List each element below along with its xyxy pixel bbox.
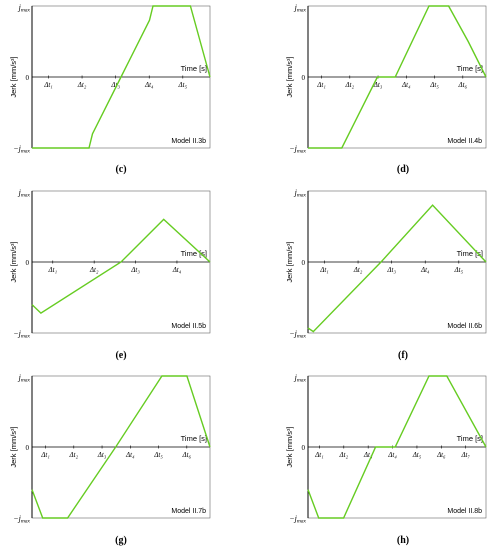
y-axis-label: Jerk [mm/s³]	[9, 56, 18, 97]
ytick-bottom: −jmax	[13, 144, 30, 155]
panel-caption: (c)	[115, 164, 126, 175]
x-tick-label: Δt₁	[43, 81, 53, 89]
x-tick-label: Δt₅	[178, 81, 188, 89]
x-tick-label: Δt₄	[420, 266, 430, 274]
y-axis-label: Jerk [mm/s³]	[285, 241, 294, 282]
x-tick-label: Δt₁	[40, 451, 50, 459]
ytick-zero: 0	[26, 74, 30, 82]
model-label: Model II.3b	[171, 138, 206, 145]
x-axis-label: Time [s]	[457, 64, 483, 73]
ytick-zero: 0	[26, 444, 30, 452]
model-label: Model II.4b	[447, 138, 482, 145]
model-label: Model II.8b	[447, 508, 482, 515]
chart-panel-e: jmax 0 −jmax Jerk [mm/s³] Time [s] Δt₁ Δt₂ Δt₃ Δ…	[9, 188, 211, 361]
panel-caption: (g)	[115, 535, 127, 546]
x-tick-label: Δt₄	[387, 451, 397, 459]
ytick-zero: 0	[302, 74, 306, 82]
x-axis-label: Time [s]	[181, 434, 207, 443]
ytick-bottom: −jmax	[13, 329, 30, 340]
x-tick-label: Δt₃	[110, 81, 120, 89]
model-label: Model II.5b	[171, 323, 206, 330]
x-tick-label: Δt₄	[125, 451, 135, 459]
y-axis-label: Jerk [mm/s³]	[9, 426, 18, 467]
x-tick-label: Δt₆	[458, 81, 468, 89]
x-axis-label: Time [s]	[181, 64, 207, 73]
ytick-top: jmax	[18, 3, 31, 14]
x-tick-label: Δt₄	[144, 81, 154, 89]
panel-caption: (h)	[397, 535, 409, 546]
jerk-series-line	[31, 218, 211, 314]
x-tick-label: Δt₁	[48, 266, 58, 274]
y-axis-label: Jerk [mm/s³]	[9, 241, 18, 282]
panel-caption: (f)	[398, 350, 408, 361]
ytick-zero: 0	[302, 444, 306, 452]
x-tick-label: Δt₅	[429, 81, 439, 89]
jerk-series-line	[307, 375, 487, 519]
x-tick-label: Δt₂	[353, 266, 363, 274]
ytick-top: jmax	[18, 373, 31, 384]
jerk-series-line	[31, 375, 211, 519]
x-tick-label: Δt₅	[454, 266, 464, 274]
x-tick-label: Δt₃	[130, 266, 140, 274]
ytick-top: jmax	[294, 188, 307, 199]
x-tick-label: Δt₃	[373, 81, 383, 89]
x-tick-label: Δt₃	[97, 451, 107, 459]
ytick-zero: 0	[26, 259, 30, 267]
ytick-top: jmax	[294, 373, 307, 384]
chart-panel-g: jmax 0 −jmax Jerk [mm/s³] Time [s] Δt₁ Δt₂ Δt₃ Δ…	[9, 373, 211, 546]
jerk-series-line	[308, 5, 487, 149]
panel-caption: (e)	[115, 350, 126, 361]
x-axis-label: Time [s]	[181, 249, 207, 258]
x-tick-label: Δt₆	[436, 451, 446, 459]
chart-panel-d: jmax 0 −jmax Jerk [mm/s³] Time [s] Δt₁ Δt₂ Δt₃ Δ…	[285, 3, 487, 175]
x-tick-label: Δt₆	[182, 451, 192, 459]
model-label: Model II.7b	[171, 508, 206, 515]
panel-caption: (d)	[397, 164, 409, 175]
x-tick-label: Δt₂	[77, 81, 87, 89]
ytick-bottom: −jmax	[289, 329, 306, 340]
x-tick-label: Δt₅	[412, 451, 422, 459]
chart-panel-h: jmax 0 −jmax Jerk [mm/s³] Time [s] Δt₁ Δt₂ Δt₃ Δ…	[285, 373, 487, 546]
x-tick-label: Δt₃	[363, 451, 373, 459]
x-axis-label: Time [s]	[457, 249, 483, 258]
x-tick-label: Δt₂	[69, 451, 79, 459]
jerk-series-line	[307, 204, 487, 333]
x-tick-label: Δt₂	[345, 81, 355, 89]
x-axis-label: Time [s]	[457, 434, 483, 443]
y-axis-label: Jerk [mm/s³]	[285, 426, 294, 467]
x-tick-label: Δt₅	[153, 451, 163, 459]
x-tick-label: Δt₁	[316, 81, 326, 89]
x-tick-label: Δt₂	[339, 451, 349, 459]
x-tick-label: Δt₇	[460, 451, 470, 459]
ytick-bottom: −jmax	[289, 514, 306, 525]
chart-panel-f: jmax 0 −jmax Jerk [mm/s³] Time [s] Δt₁ Δt₂ Δt₃ Δ…	[285, 188, 487, 361]
ytick-zero: 0	[302, 259, 306, 267]
x-tick-label: Δt₂	[89, 266, 99, 274]
ytick-bottom: −jmax	[289, 144, 306, 155]
x-tick-label: Δt₃	[386, 266, 396, 274]
y-axis-label: Jerk [mm/s³]	[285, 56, 294, 97]
ytick-top: jmax	[294, 3, 307, 14]
x-tick-label: Δt₁	[314, 451, 324, 459]
chart-panel-c: jmax 0 −jmax Jerk [mm/s³] Time [s] Δt₁ Δt₂ Δt₃ Δ…	[9, 3, 211, 175]
model-label: Model II.6b	[447, 323, 482, 330]
x-tick-label: Δt₄	[401, 81, 411, 89]
jerk-series-line	[32, 5, 211, 149]
ytick-bottom: −jmax	[13, 514, 30, 525]
x-tick-label: Δt₄	[172, 266, 182, 274]
ytick-top: jmax	[18, 188, 31, 199]
x-tick-label: Δt₁	[319, 266, 329, 274]
